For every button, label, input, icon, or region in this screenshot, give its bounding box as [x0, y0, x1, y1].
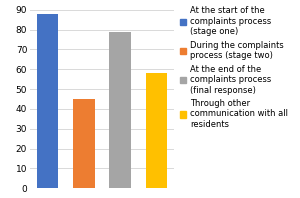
- Bar: [37, 14, 58, 188]
- Legend: At the start of the
complaints process
(stage one), During the complaints
proces: At the start of the complaints process (…: [180, 6, 288, 129]
- Bar: [109, 32, 131, 188]
- Bar: [73, 99, 95, 188]
- Bar: [146, 73, 167, 188]
